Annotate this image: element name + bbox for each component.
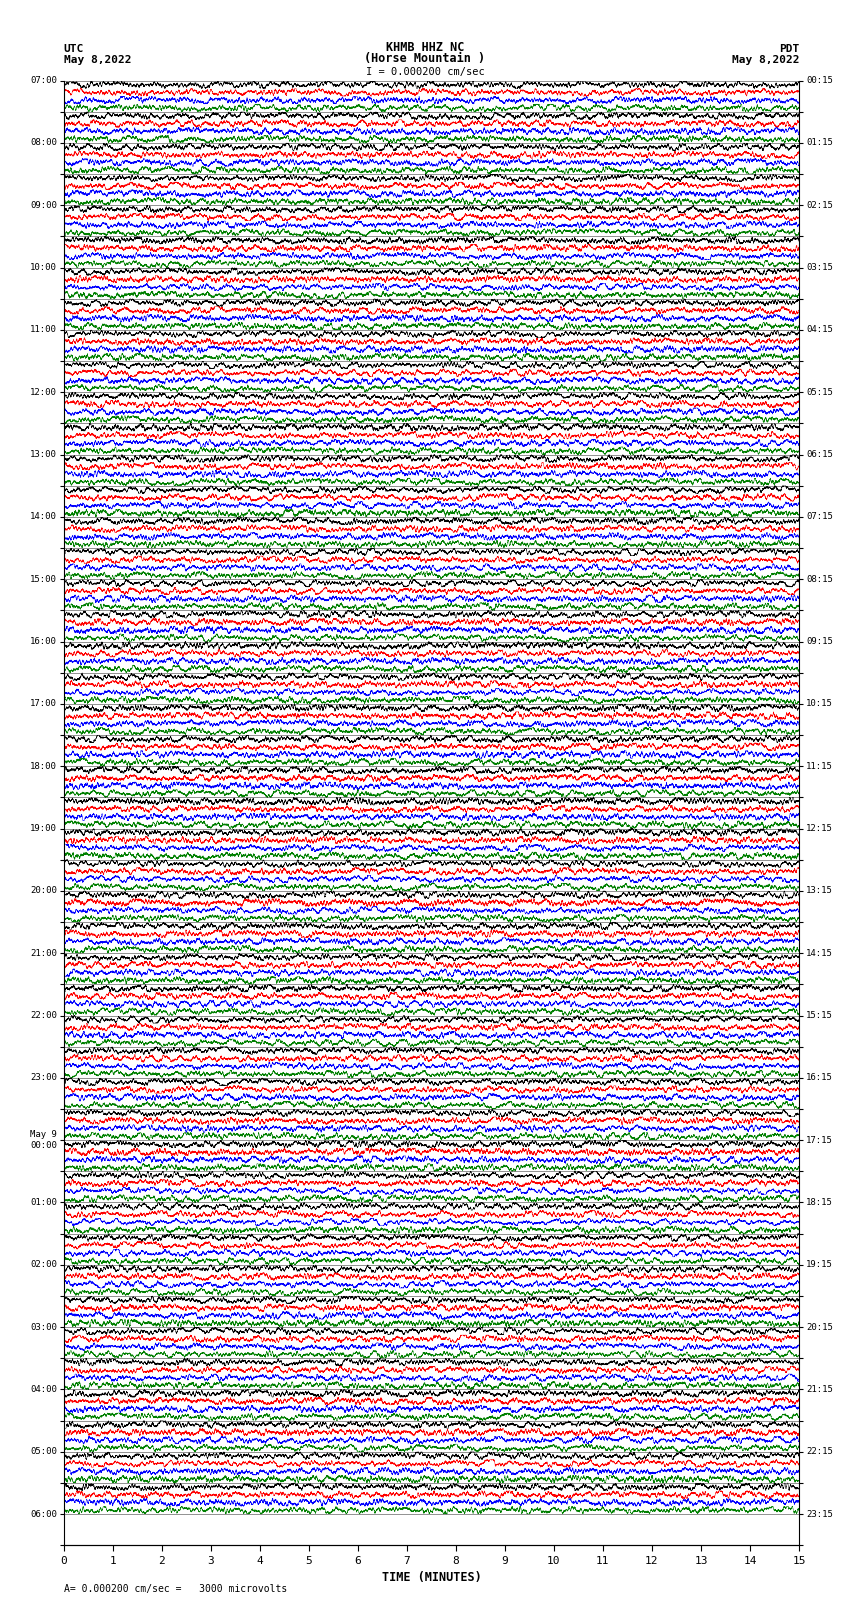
Text: A= 0.000200 cm/sec =   3000 microvolts: A= 0.000200 cm/sec = 3000 microvolts: [64, 1584, 287, 1594]
Text: (Horse Mountain ): (Horse Mountain ): [365, 52, 485, 65]
Text: KHMB HHZ NC: KHMB HHZ NC: [386, 40, 464, 53]
Text: UTC: UTC: [64, 44, 84, 53]
X-axis label: TIME (MINUTES): TIME (MINUTES): [382, 1571, 481, 1584]
Text: May 8,2022: May 8,2022: [732, 55, 799, 65]
Text: I = 0.000200 cm/sec: I = 0.000200 cm/sec: [366, 66, 484, 77]
Text: May 8,2022: May 8,2022: [64, 55, 131, 65]
Text: PDT: PDT: [779, 44, 799, 53]
